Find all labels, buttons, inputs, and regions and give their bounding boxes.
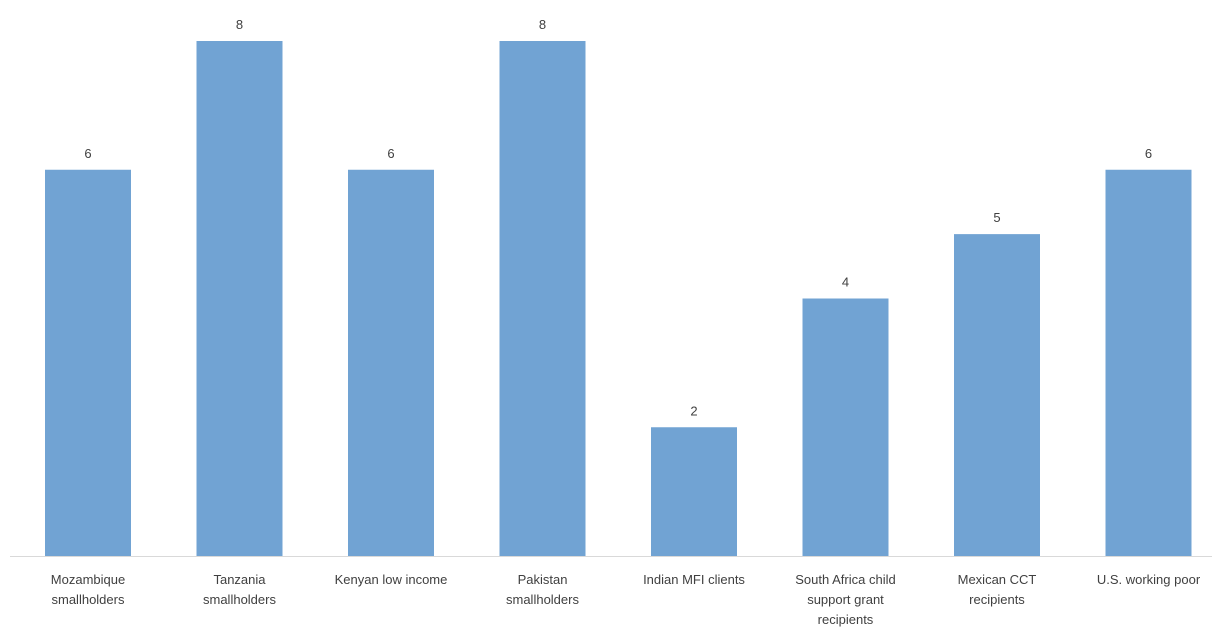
category-label-line: Mexican CCT [958,572,1037,587]
category-label-line: U.S. working poor [1097,572,1201,587]
data-label-6: 5 [993,210,1000,225]
category-label-line: recipients [969,592,1025,607]
data-label-4: 2 [690,403,697,418]
category-label-line: Kenyan low income [335,572,448,587]
data-labels-group: 6 8 6 8 2 4 5 6 [84,17,1152,418]
category-label-line: Mozambique [51,572,125,587]
bar-4 [651,427,737,556]
category-label-line: smallholders [52,592,125,607]
category-label-line: support grant [807,592,884,607]
category-label-line: Pakistan [518,572,568,587]
bar-6 [954,234,1040,556]
category-label-5: South Africa child support grant recipient… [795,572,895,627]
bars-group [45,41,1192,556]
category-label-6: Mexican CCT recipients [958,572,1037,607]
bar-5 [802,298,889,556]
category-label-0: Mozambique smallholders [51,572,125,607]
bar-0 [45,169,131,556]
bar-3 [499,41,586,556]
category-label-line: South Africa child [795,572,895,587]
category-label-1: Tanzania smallholders [203,572,276,607]
category-label-2: Kenyan low income [335,572,448,587]
category-label-4: Indian MFI clients [643,572,745,587]
bar-7 [1105,169,1192,556]
data-label-2: 6 [387,146,394,161]
category-label-7: U.S. working poor [1097,572,1201,587]
category-label-line: Tanzania [213,572,266,587]
bar-1 [196,41,283,556]
category-label-line: recipients [818,612,874,627]
category-labels-group: Mozambique smallholders Tanzania smallholde… [51,572,1201,627]
category-label-3: Pakistan smallholders [506,572,579,607]
data-label-3: 8 [539,17,546,32]
bar-2 [348,169,434,556]
category-label-line: smallholders [203,592,276,607]
data-label-7: 6 [1145,146,1152,161]
data-label-0: 6 [84,146,91,161]
category-label-line: Indian MFI clients [643,572,745,587]
data-label-1: 8 [236,17,243,32]
data-label-5: 4 [842,275,849,290]
category-label-line: smallholders [506,592,579,607]
